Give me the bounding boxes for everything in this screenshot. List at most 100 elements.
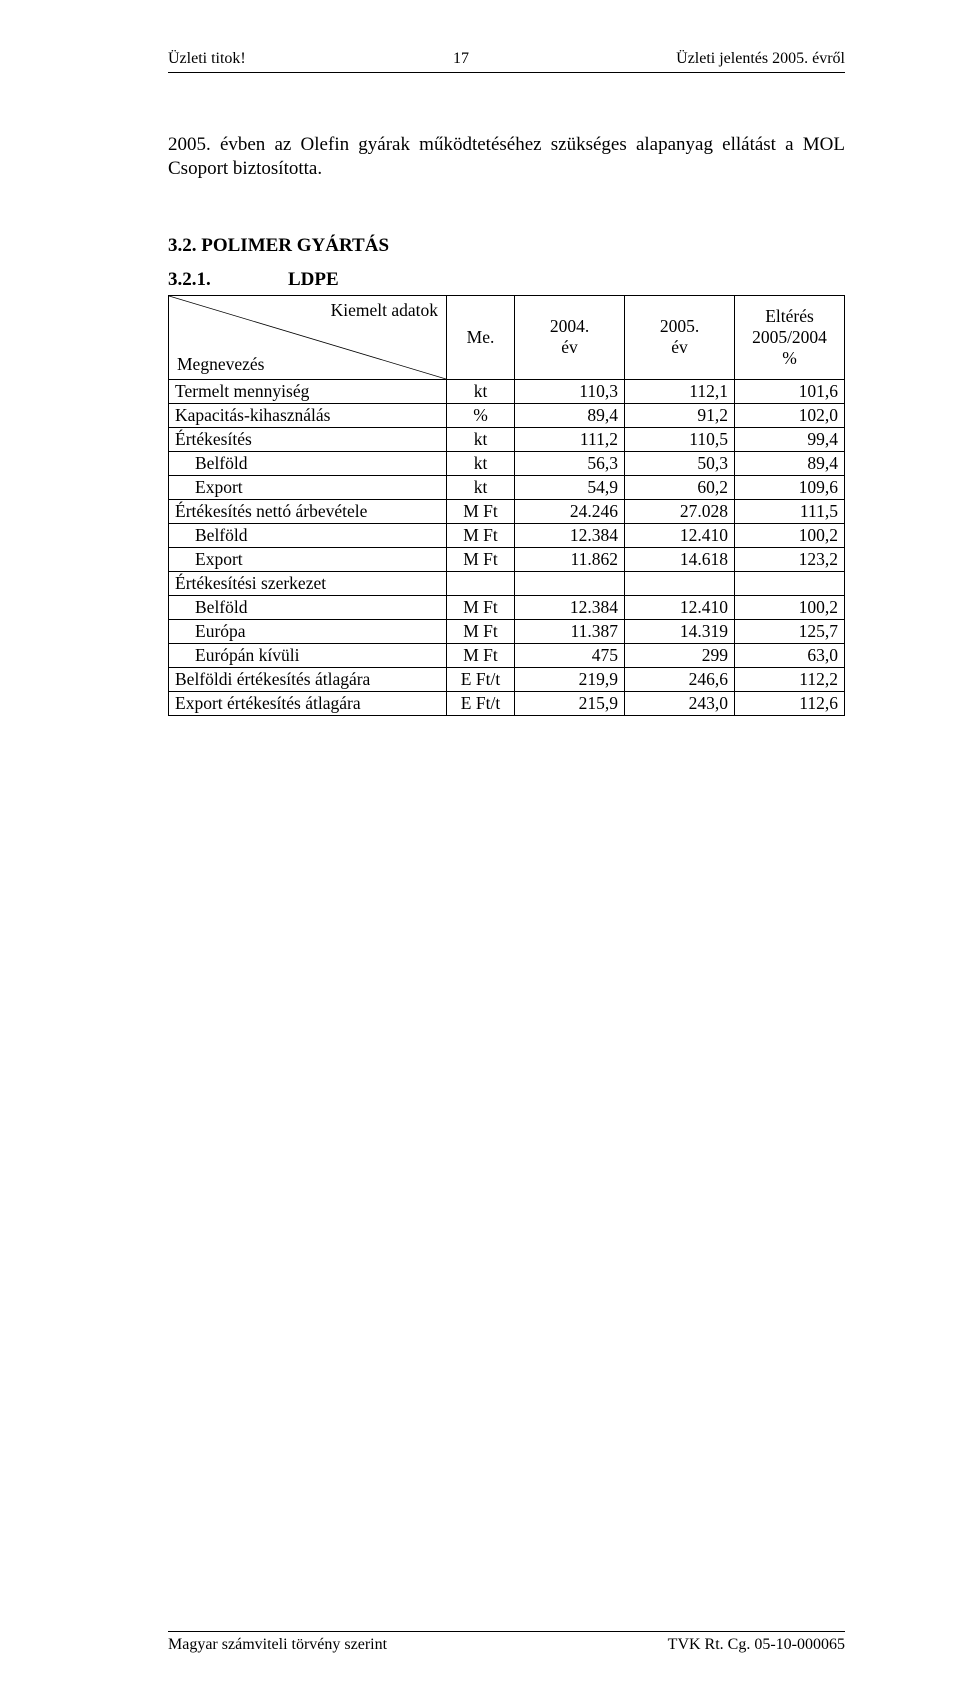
table-row: ExportM Ft11.86214.618123,2 <box>169 547 845 571</box>
subsection-number: 3.2.1. <box>168 269 288 291</box>
row-value-2004: 24.246 <box>515 499 625 523</box>
subsection-title: LDPE <box>288 269 339 290</box>
row-value-2005: 110,5 <box>625 427 735 451</box>
row-label: Export <box>169 475 447 499</box>
col-2005-line1: 2005. <box>660 316 699 336</box>
col-2005-line2: év <box>671 337 688 357</box>
footer-divider <box>168 1631 845 1632</box>
col-header-diff: Eltérés 2005/2004 % <box>735 295 845 379</box>
row-value-diff <box>735 571 845 595</box>
row-label: Értékesítés <box>169 427 447 451</box>
body: 2005. évben az Olefin gyárak működtetésé… <box>168 133 845 1631</box>
row-value-2005: 27.028 <box>625 499 735 523</box>
spacer <box>168 211 845 235</box>
header-left: Üzleti titok! <box>168 50 246 68</box>
row-label: Kapacitás-kihasználás <box>169 403 447 427</box>
row-label: Belföld <box>169 523 447 547</box>
row-value-2005: 243,0 <box>625 691 735 715</box>
row-label: Belföld <box>169 595 447 619</box>
table-row: Belföldi értékesítés átlagáraE Ft/t219,9… <box>169 667 845 691</box>
page-header: Üzleti titok! 17 Üzleti jelentés 2005. é… <box>168 50 845 68</box>
row-label: Export értékesítés átlagára <box>169 691 447 715</box>
col-2004-line2: év <box>561 337 578 357</box>
row-value-diff: 125,7 <box>735 619 845 643</box>
table-row: Kapacitás-kihasználás%89,491,2102,0 <box>169 403 845 427</box>
row-label: Belföld <box>169 451 447 475</box>
row-measure-unit: % <box>447 403 515 427</box>
table-body: Termelt mennyiségkt110,3112,1101,6Kapaci… <box>169 379 845 715</box>
row-measure-unit: M Ft <box>447 595 515 619</box>
row-value-2005: 60,2 <box>625 475 735 499</box>
row-value-2005: 299 <box>625 643 735 667</box>
diag-top-label: Kiemelt adatok <box>331 300 438 320</box>
table-diag-header: Kiemelt adatok Megnevezés <box>169 295 447 379</box>
row-value-2004: 12.384 <box>515 523 625 547</box>
table-row: Európán kívüliM Ft47529963,0 <box>169 643 845 667</box>
row-value-2005: 12.410 <box>625 523 735 547</box>
row-measure-unit: kt <box>447 427 515 451</box>
col-header-2004: 2004. év <box>515 295 625 379</box>
row-value-2004: 215,9 <box>515 691 625 715</box>
footer-left: Magyar számviteli törvény szerint <box>168 1636 387 1654</box>
row-value-2005: 112,1 <box>625 379 735 403</box>
col-header-2005: 2005. év <box>625 295 735 379</box>
row-value-2005: 50,3 <box>625 451 735 475</box>
row-label: Belföldi értékesítés átlagára <box>169 667 447 691</box>
table-row: Exportkt54,960,2109,6 <box>169 475 845 499</box>
col-diff-line2: 2005/2004 <box>752 327 827 347</box>
row-value-2005: 91,2 <box>625 403 735 427</box>
row-measure-unit <box>447 571 515 595</box>
page: Üzleti titok! 17 Üzleti jelentés 2005. é… <box>0 0 960 1704</box>
footer-right: TVK Rt. Cg. 05-10-000065 <box>668 1636 845 1654</box>
row-value-diff: 101,6 <box>735 379 845 403</box>
row-measure-unit: kt <box>447 475 515 499</box>
row-value-diff: 100,2 <box>735 523 845 547</box>
row-value-2004 <box>515 571 625 595</box>
row-measure-unit: M Ft <box>447 619 515 643</box>
row-value-2004: 54,9 <box>515 475 625 499</box>
row-value-diff: 102,0 <box>735 403 845 427</box>
ldpe-table: Kiemelt adatok Megnevezés Me. 2004. év 2… <box>168 295 845 716</box>
row-label: Értékesítés nettó árbevétele <box>169 499 447 523</box>
table-row: Termelt mennyiségkt110,3112,1101,6 <box>169 379 845 403</box>
row-label: Európán kívüli <box>169 643 447 667</box>
row-value-diff: 111,5 <box>735 499 845 523</box>
table-row: BelföldM Ft12.38412.410100,2 <box>169 523 845 547</box>
row-value-diff: 112,2 <box>735 667 845 691</box>
section-number: 3.2. <box>168 235 197 256</box>
row-label: Termelt mennyiség <box>169 379 447 403</box>
row-value-diff: 123,2 <box>735 547 845 571</box>
row-value-diff: 109,6 <box>735 475 845 499</box>
row-measure-unit: E Ft/t <box>447 667 515 691</box>
row-value-diff: 112,6 <box>735 691 845 715</box>
row-value-2004: 89,4 <box>515 403 625 427</box>
row-label: Értékesítési szerkezet <box>169 571 447 595</box>
row-measure-unit: M Ft <box>447 523 515 547</box>
table-row: EurópaM Ft11.38714.319125,7 <box>169 619 845 643</box>
row-value-2005: 12.410 <box>625 595 735 619</box>
row-value-2004: 11.387 <box>515 619 625 643</box>
table-row: Értékesítési szerkezet <box>169 571 845 595</box>
intro-paragraph: 2005. évben az Olefin gyárak működtetésé… <box>168 133 845 181</box>
header-divider <box>168 72 845 73</box>
row-label: Európa <box>169 619 447 643</box>
col-diff-line1: Eltérés <box>765 306 814 326</box>
col-header-me: Me. <box>447 295 515 379</box>
row-measure-unit: M Ft <box>447 643 515 667</box>
row-value-diff: 89,4 <box>735 451 845 475</box>
row-value-2005 <box>625 571 735 595</box>
col-diff-line3: % <box>782 348 797 368</box>
table-row: Értékesítéskt111,2110,599,4 <box>169 427 845 451</box>
diag-bottom-label: Megnevezés <box>177 354 264 375</box>
row-measure-unit: kt <box>447 379 515 403</box>
row-value-diff: 99,4 <box>735 427 845 451</box>
header-right: Üzleti jelentés 2005. évről <box>676 50 845 68</box>
row-value-2005: 14.618 <box>625 547 735 571</box>
page-footer: Magyar számviteli törvény szerint TVK Rt… <box>168 1631 845 1654</box>
row-value-2004: 11.862 <box>515 547 625 571</box>
table-row: BelföldM Ft12.38412.410100,2 <box>169 595 845 619</box>
table-header-row: Kiemelt adatok Megnevezés Me. 2004. év 2… <box>169 295 845 379</box>
row-value-diff: 63,0 <box>735 643 845 667</box>
col-2004-line1: 2004. <box>550 316 589 336</box>
footer-row: Magyar számviteli törvény szerint TVK Rt… <box>168 1636 845 1654</box>
